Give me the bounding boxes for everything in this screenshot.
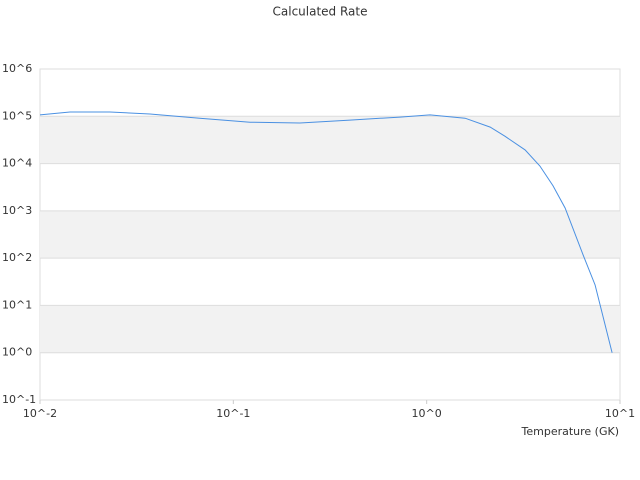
x-tick-label: 10^0 xyxy=(412,407,442,420)
data-line xyxy=(39,111,613,353)
x-tick-label: 10^1 xyxy=(605,407,635,420)
y-tick-label: 10^2 xyxy=(2,251,32,264)
y-tick-label: 10^0 xyxy=(2,346,32,359)
x-tick-label: 10^-1 xyxy=(216,407,250,420)
grid-band xyxy=(40,305,620,353)
chart-title: Calculated Rate xyxy=(273,5,368,19)
y-tick-label: 10^1 xyxy=(2,298,32,311)
x-tick-label: 10^-2 xyxy=(23,407,57,420)
y-tick-label: 10^4 xyxy=(2,157,32,170)
x-axis-label: Temperature (GK) xyxy=(521,425,620,438)
y-tick-label: 10^6 xyxy=(2,62,32,75)
y-tick-label: 10^-1 xyxy=(2,393,36,406)
grid-band xyxy=(40,210,620,259)
grid-band xyxy=(40,116,620,164)
y-tick-label: 10^5 xyxy=(2,109,32,122)
y-tick-label: 10^3 xyxy=(2,204,32,217)
